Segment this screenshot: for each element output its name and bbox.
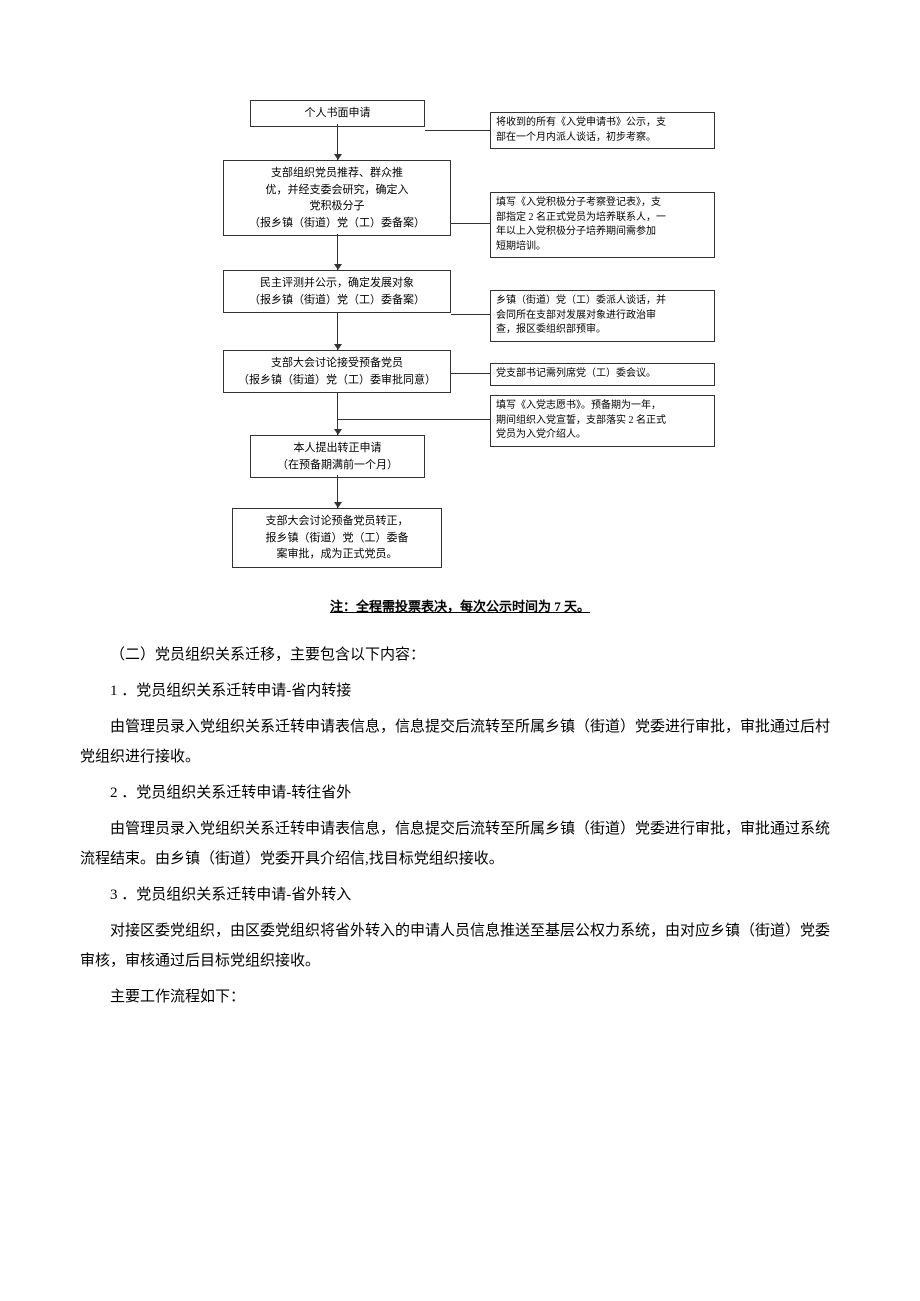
flow-step-b2: 支部组织党员推荐、群众推优，并经支委会研究，确定入党积极分子（报乡镇（街道）党（… [223,160,451,236]
flow-step-b6: 支部大会讨论预备党员转正，报乡镇（街道）党（工）委备案审批，成为正式党员。 [232,508,442,568]
item-1-body: 由管理员录入党组织关系迁转申请表信息，信息提交后流转至所属乡镇（街道）党委进行审… [80,712,840,772]
flow-connector-0 [425,130,490,131]
flow-connector-4 [337,419,490,420]
flow-connector-3 [451,373,490,374]
flow-note-n5: 填写《入党志愿书》。预备期为一年，期间组织入党宣誓，支部落实 2 名正式党员为入… [490,395,715,447]
flow-note-n3: 乡镇（街道）党（工）委派人谈话，并会同所在支部对发展对象进行政治审查，报区委组织… [490,290,715,342]
flow-note-n2: 填写《入党积极分子考察登记表》，支部指定 2 名正式党员为培养联系人，一年以上入… [490,192,715,258]
flowchart-container: 个人书面申请支部组织党员推荐、群众推优，并经支委会研究，确定入党积极分子（报乡镇… [200,100,720,580]
flow-note-n4: 党支部书记需列席党（工）委会议。 [490,363,715,386]
item-3-body: 对接区委党组织，由区委党组织将省外转入的申请人员信息推送至基层公权力系统，由对应… [80,916,840,976]
flow-step-b5: 本人提出转正申请（在预备期满前一个月） [250,435,425,478]
item-2-body: 由管理员录入党组织关系迁转申请表信息，信息提交后流转至所属乡镇（街道）党委进行审… [80,814,840,874]
flowchart-caption: 注：全程需投票表决，每次公示时间为 7 天。 [80,595,840,620]
section-heading: （二）党员组织关系迁移，主要包含以下内容： [80,640,840,670]
flow-step-b4: 支部大会讨论接受预备党员（报乡镇（街道）党（工）委审批同意） [223,350,451,393]
closing-line: 主要工作流程如下： [80,982,840,1012]
item-2-title: 2 ．党员组织关系迁转申请-转往省外 [110,778,840,808]
item-1-title: 1 ．党员组织关系迁转申请-省内转接 [110,676,840,706]
flow-connector-2 [451,314,490,315]
item-3-title: 3 ．党员组织关系迁转申请-省外转入 [110,880,840,910]
flow-connector-1 [451,223,490,224]
flow-step-b1: 个人书面申请 [250,100,425,127]
flow-step-b3: 民主评测并公示，确定发展对象（报乡镇（街道）党（工）委备案） [223,270,451,313]
flow-note-n1: 将收到的所有《入党申请书》公示，支部在一个月内派人谈话，初步考察。 [490,112,715,149]
